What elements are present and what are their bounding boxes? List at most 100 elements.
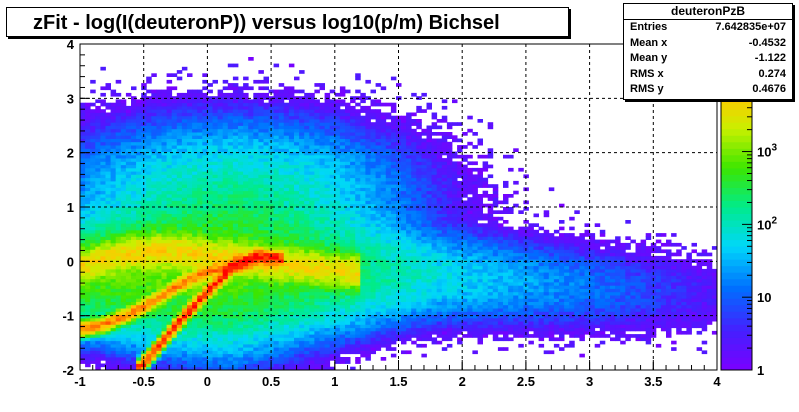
heatmap-cell <box>232 223 239 227</box>
heatmap-cell <box>273 112 280 117</box>
heatmap-cell <box>156 132 162 136</box>
heatmap-cell <box>125 330 132 335</box>
heatmap-cell <box>232 301 239 306</box>
heatmap-cell <box>95 109 101 113</box>
heatmap-cell <box>227 327 234 332</box>
heatmap-cell <box>115 109 122 113</box>
heatmap-cell <box>238 138 244 143</box>
heatmap-cell <box>360 353 366 358</box>
heatmap-cell <box>360 151 366 156</box>
heatmap-cell <box>339 314 346 319</box>
heatmap-cell <box>360 213 366 218</box>
heatmap-cell <box>131 180 137 185</box>
heatmap-cell <box>171 347 178 351</box>
heatmap-cell <box>120 164 127 169</box>
heatmap-cell <box>355 314 361 319</box>
heatmap-cell <box>192 138 198 143</box>
heatmap-cell <box>248 128 254 133</box>
heatmap-cell <box>120 180 127 185</box>
heatmap-cell <box>253 226 259 231</box>
heatmap-cell <box>161 272 167 276</box>
heatmap-cell <box>288 197 295 201</box>
heatmap-cell <box>141 161 147 166</box>
heatmap-cell <box>212 343 218 348</box>
heatmap-cell <box>217 265 224 270</box>
heatmap-cell <box>222 249 229 254</box>
heatmap-cell <box>136 308 142 312</box>
heatmap-cell <box>222 242 229 247</box>
heatmap-cell <box>105 360 111 364</box>
heatmap-cell <box>161 145 167 149</box>
heatmap-cell <box>294 330 300 335</box>
heatmap-cell <box>227 295 234 299</box>
heatmap-cell <box>294 99 300 104</box>
heatmap-cell <box>329 262 336 267</box>
heatmap-cell <box>192 151 198 156</box>
heatmap-cell <box>141 112 147 117</box>
heatmap-cell <box>370 226 376 231</box>
heatmap-cell <box>212 229 218 234</box>
heatmap-cell <box>151 246 157 250</box>
heatmap-cell <box>350 239 356 244</box>
heatmap-cell <box>95 301 101 306</box>
heatmap-cell <box>253 122 259 126</box>
heatmap-cell <box>309 151 315 156</box>
heatmap-cell <box>146 350 152 355</box>
heatmap-cell <box>110 92 117 97</box>
heatmap-cell <box>294 324 300 329</box>
heatmap-cell <box>375 265 382 270</box>
heatmap-cell <box>176 314 183 319</box>
heatmap-cell <box>207 128 213 133</box>
heatmap-cell <box>309 252 315 257</box>
heatmap-cell <box>146 278 152 283</box>
heatmap-cell <box>120 324 127 329</box>
heatmap-cell <box>304 311 310 315</box>
heatmap-cell <box>171 262 178 267</box>
heatmap-cell <box>181 340 188 345</box>
heatmap-cell <box>156 311 162 315</box>
heatmap-cell <box>197 223 203 227</box>
heatmap-cell <box>283 177 290 182</box>
heatmap-cell <box>161 229 167 234</box>
heatmap-cell <box>90 207 96 211</box>
heatmap-cell <box>238 213 244 218</box>
heatmap-cell <box>294 295 300 299</box>
heatmap-cell <box>355 239 361 244</box>
heatmap-cell <box>304 249 310 254</box>
heatmap-cell <box>304 317 310 322</box>
heatmap-cell <box>294 128 300 133</box>
heatmap-cell <box>370 239 376 244</box>
heatmap-cell <box>171 321 178 325</box>
heatmap-cell <box>212 278 218 283</box>
heatmap-cell <box>273 102 280 107</box>
heatmap-cell <box>283 102 290 107</box>
heatmap-cell <box>263 330 269 335</box>
heatmap-cell <box>370 197 376 201</box>
heatmap-cell <box>375 167 382 172</box>
heatmap-cell <box>273 340 280 345</box>
heatmap-cell <box>187 233 193 237</box>
heatmap-cell <box>202 102 208 107</box>
heatmap-cell <box>161 236 167 240</box>
heatmap-cell <box>375 321 382 325</box>
heatmap-cell <box>171 151 178 156</box>
heatmap-cell <box>370 285 376 289</box>
heatmap-cell <box>329 366 336 371</box>
heatmap-cell <box>309 340 315 345</box>
heatmap-cell <box>217 99 224 104</box>
heatmap-cell <box>95 122 101 126</box>
heatmap-cell <box>141 268 147 273</box>
heatmap-cell <box>202 190 208 195</box>
heatmap-cell <box>263 233 269 237</box>
heatmap-cell <box>192 161 198 166</box>
heatmap-cell <box>263 291 269 296</box>
heatmap-cell <box>345 216 351 221</box>
heatmap-cell <box>131 216 137 221</box>
heatmap-cell <box>283 308 290 312</box>
heatmap-cell <box>202 184 208 188</box>
heatmap-cell <box>115 278 122 283</box>
heatmap-cell <box>375 135 382 139</box>
heatmap-cell <box>80 197 86 201</box>
heatmap-cell <box>171 285 178 289</box>
heatmap-cell <box>248 171 254 175</box>
